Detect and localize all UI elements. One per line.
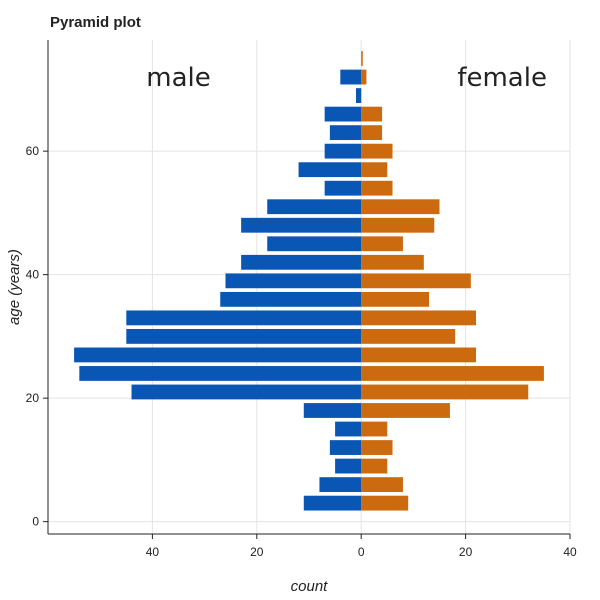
- bar-male: [241, 254, 362, 270]
- bar-male: [241, 217, 362, 233]
- bar-male: [303, 495, 362, 511]
- bar-female: [361, 69, 367, 85]
- bar-female: [361, 273, 471, 289]
- bar-female: [361, 384, 529, 400]
- y-tick-label: 60: [26, 144, 40, 158]
- bar-male: [298, 162, 362, 178]
- bar-female: [361, 440, 393, 455]
- bar-male: [335, 458, 362, 474]
- annotation-female: female: [457, 63, 547, 93]
- x-axis-label: count: [291, 578, 329, 595]
- bar-male: [131, 384, 362, 400]
- bar-female: [361, 106, 383, 122]
- x-tick-label: 40: [563, 545, 577, 559]
- bar-male: [79, 366, 362, 381]
- bar-male: [126, 328, 362, 344]
- bar-male: [324, 106, 362, 122]
- bar-female: [361, 328, 456, 344]
- bar-male: [126, 310, 362, 326]
- x-tick-label: 40: [146, 545, 160, 559]
- bar-female: [361, 51, 363, 66]
- bar-male: [74, 347, 362, 363]
- bar-male: [225, 273, 362, 289]
- bar-female: [361, 254, 424, 270]
- chart-title: Pyramid plot: [50, 14, 141, 31]
- bar-female: [361, 236, 403, 252]
- bar-male: [335, 421, 362, 437]
- bar-male: [329, 125, 362, 141]
- y-axis-label: age (years): [6, 249, 23, 325]
- bar-female: [361, 180, 393, 196]
- bar-male: [329, 440, 362, 455]
- bar-male: [319, 477, 362, 493]
- x-tick-label: 20: [459, 545, 473, 559]
- bars: [74, 51, 544, 511]
- x-tick-label: 0: [358, 545, 365, 559]
- y-tick-label: 40: [26, 268, 40, 282]
- bar-male: [340, 69, 362, 85]
- bar-male: [303, 403, 362, 418]
- bar-female: [361, 477, 403, 493]
- bar-female: [361, 495, 409, 511]
- bar-male: [267, 236, 362, 252]
- bar-female: [361, 458, 388, 474]
- bar-female: [361, 217, 435, 233]
- axes: [47, 40, 570, 535]
- bar-female: [361, 162, 388, 178]
- y-tick-label: 0: [32, 515, 39, 529]
- bar-male: [324, 180, 362, 196]
- bar-female: [361, 421, 388, 437]
- ticks: 40 20 0 20 40 0 20 40 60: [26, 144, 577, 559]
- bar-male: [324, 143, 362, 159]
- bar-female: [361, 403, 450, 418]
- bar-female: [361, 347, 477, 363]
- y-tick-label: 20: [26, 391, 40, 405]
- bar-female: [361, 366, 544, 381]
- bar-male: [267, 199, 362, 215]
- annotations: male female: [146, 63, 547, 93]
- bar-female: [361, 291, 430, 307]
- x-tick-label: 20: [250, 545, 264, 559]
- bar-female: [361, 310, 477, 326]
- annotation-male: male: [146, 63, 210, 93]
- bar-male: [220, 291, 362, 307]
- bar-female: [361, 125, 383, 141]
- bar-female: [361, 143, 393, 159]
- bar-male: [355, 88, 362, 103]
- bar-female: [361, 199, 440, 215]
